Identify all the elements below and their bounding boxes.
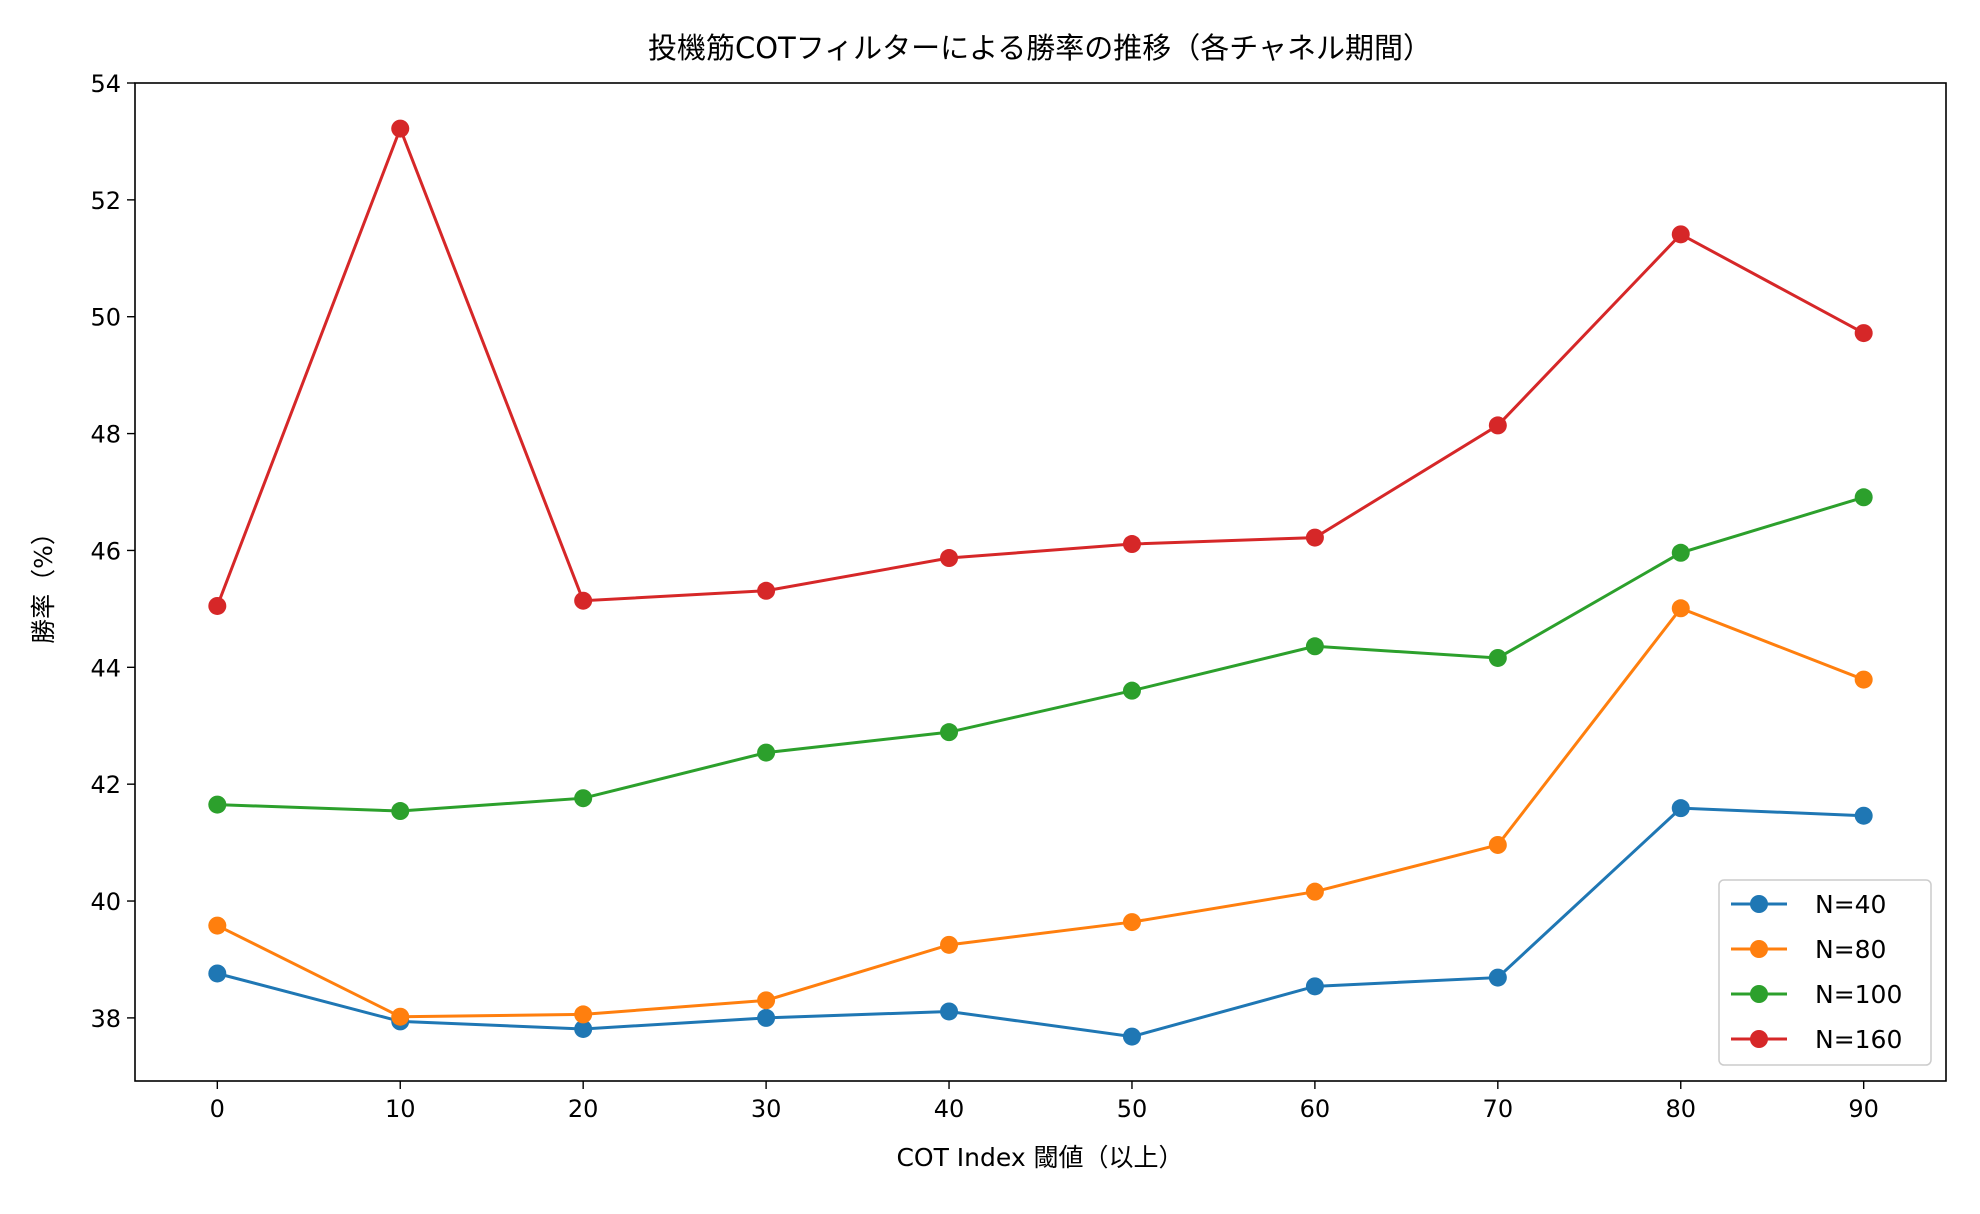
data-point [757, 1008, 776, 1027]
legend-marker [1750, 1030, 1768, 1048]
x-tick-label: 10 [385, 1095, 416, 1123]
data-point [1122, 535, 1141, 554]
y-tick-label: 40 [90, 888, 121, 916]
data-point [391, 119, 410, 138]
plot-frame [134, 82, 1947, 1082]
x-tick-label: 0 [210, 1095, 225, 1123]
data-point [1671, 599, 1690, 618]
data-point [391, 802, 410, 821]
legend-label: N=100 [1815, 980, 1902, 1009]
y-tick-label: 44 [90, 654, 121, 682]
data-point [1488, 648, 1507, 667]
x-tick-label: 30 [751, 1095, 782, 1123]
data-point [757, 991, 776, 1010]
data-point [1122, 681, 1141, 700]
legend-item: N=100 [1731, 980, 1902, 1009]
x-tick-label: 50 [1117, 1095, 1148, 1123]
data-point [1854, 806, 1873, 825]
legend-item: N=80 [1731, 935, 1886, 964]
data-point [940, 1002, 959, 1021]
y-tick-label: 48 [90, 421, 121, 449]
data-point [574, 1019, 593, 1038]
data-point [1305, 977, 1324, 996]
data-point [1854, 488, 1873, 507]
legend-box [1718, 879, 1932, 1066]
series-line [216, 806, 1864, 1039]
y-tick-label: 42 [90, 771, 121, 799]
series-N=100 [208, 488, 1873, 821]
x-tick-label: 80 [1665, 1095, 1696, 1123]
data-point [574, 789, 593, 808]
series-line [217, 495, 1865, 813]
data-point [1488, 416, 1507, 435]
data-point [1305, 528, 1324, 547]
data-point [1122, 1027, 1141, 1046]
data-point [208, 916, 227, 935]
data-point [940, 723, 959, 742]
data-point [1488, 968, 1507, 987]
data-point [208, 964, 227, 983]
data-point [940, 935, 959, 954]
y-axis-label: 勝率（%） [29, 520, 58, 644]
data-point [1122, 913, 1141, 932]
series-line [215, 124, 1865, 607]
data-point [1305, 637, 1324, 656]
data-point [1671, 543, 1690, 562]
legend: N=40 N=80 N=100 N=160 [1718, 879, 1932, 1066]
y-tick-label: 54 [90, 70, 121, 98]
legend-label: N=80 [1815, 935, 1886, 964]
data-point [1488, 835, 1507, 854]
data-point [1305, 882, 1324, 901]
legend-item: N=160 [1731, 1025, 1902, 1054]
series-line [216, 606, 1865, 1019]
legend-item: N=40 [1731, 890, 1886, 919]
legend-marker [1750, 985, 1768, 1003]
chart-title: 投機筋COTフィルターによる勝率の推移（各チャネル期間） [648, 31, 1432, 65]
x-tick-label: 20 [568, 1095, 599, 1123]
y-tick-label: 38 [90, 1005, 121, 1033]
series-N=80 [208, 599, 1873, 1026]
data-point [1671, 225, 1690, 244]
legend-label: N=40 [1815, 890, 1886, 919]
x-tick-label: 70 [1483, 1095, 1514, 1123]
y-tick-label: 46 [90, 537, 121, 565]
x-tick-label: 60 [1300, 1095, 1331, 1123]
legend-label: N=160 [1815, 1025, 1902, 1054]
legend-marker [1750, 940, 1768, 958]
data-point [1671, 799, 1690, 818]
data-point [757, 743, 776, 762]
series-N=40 [208, 799, 1873, 1046]
y-tick-label: 50 [90, 304, 121, 332]
legend-marker [1750, 895, 1768, 913]
x-tick-label: 40 [934, 1095, 965, 1123]
data-point [208, 596, 227, 615]
data-point [757, 581, 776, 600]
data-point [574, 1005, 593, 1024]
data-point [391, 1007, 410, 1026]
x-axis-label: COT Index 閾値（以上） [896, 1143, 1183, 1172]
data-point [940, 549, 959, 568]
data-point [574, 591, 593, 610]
data-point [208, 795, 227, 814]
data-point [1854, 324, 1873, 343]
x-tick-label: 90 [1848, 1095, 1879, 1123]
y-tick-label: 52 [90, 187, 121, 215]
series-N=160 [208, 119, 1873, 615]
data-point [1854, 670, 1873, 689]
